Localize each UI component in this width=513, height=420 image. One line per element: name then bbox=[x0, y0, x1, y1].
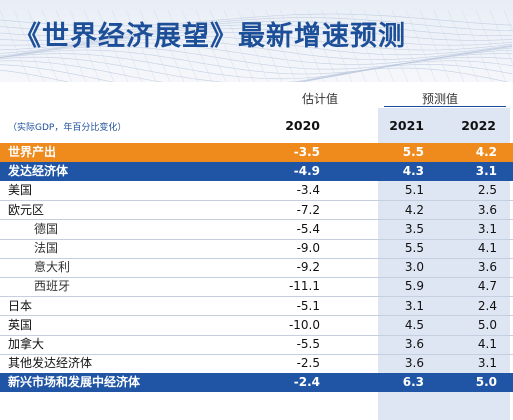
row-divider bbox=[0, 257, 513, 259]
value-2020: -9.0 bbox=[296, 241, 320, 255]
table-row: 法国 -9.0 5.5 4.1 bbox=[0, 239, 513, 258]
value-2020: -11.1 bbox=[288, 279, 320, 294]
year-2022-header: 2022 bbox=[461, 118, 496, 133]
value-2022: 3.1 bbox=[477, 356, 497, 371]
row-divider bbox=[0, 238, 513, 240]
value-2020: -10.0 bbox=[288, 317, 320, 332]
wave-mesh-background bbox=[0, 9, 513, 82]
row-label: 发达经济体 bbox=[8, 164, 69, 179]
value-2020: -5.1 bbox=[296, 298, 320, 313]
value-2021: 4.5 bbox=[404, 317, 424, 332]
value-2021: 5.1 bbox=[404, 183, 424, 198]
value-2020: -2.4 bbox=[293, 375, 320, 390]
value-2022: 2.5 bbox=[477, 183, 497, 198]
table-row: 日本 -5.1 3.1 2.4 bbox=[0, 297, 513, 316]
value-2022: 2.4 bbox=[477, 298, 497, 313]
value-2021: 5.5 bbox=[404, 241, 424, 255]
row-divider bbox=[0, 276, 513, 278]
year-2021-header: 2021 bbox=[389, 118, 424, 133]
table-row: 英国 -10.0 4.5 5.0 bbox=[0, 316, 513, 335]
row-label: 美国 bbox=[8, 183, 33, 198]
value-2022: 4.1 bbox=[477, 241, 497, 255]
row-divider bbox=[0, 315, 513, 317]
row-divider bbox=[0, 353, 513, 355]
value-2021: 3.0 bbox=[404, 260, 424, 275]
value-2022: 3.6 bbox=[477, 260, 497, 275]
value-2020: -3.4 bbox=[296, 183, 320, 198]
page-title: 《世界经济展望》最新增速预测 bbox=[14, 21, 406, 52]
value-2021: 3.6 bbox=[404, 337, 424, 351]
value-2020: -5.4 bbox=[296, 221, 320, 236]
title-banner: 《世界经济展望》最新增速预测 bbox=[0, 0, 513, 82]
table-row: 新兴市场和发展中经济体 -2.4 6.3 5.0 bbox=[0, 373, 513, 393]
value-2021: 5.9 bbox=[404, 279, 424, 294]
value-2021: 4.2 bbox=[404, 202, 424, 217]
value-2021: 4.3 bbox=[402, 164, 424, 179]
value-2022: 5.0 bbox=[477, 317, 497, 332]
value-2022: 3.1 bbox=[477, 221, 497, 236]
unit-note: （实际GDP，年百分比变化） bbox=[8, 123, 127, 133]
value-2021: 3.1 bbox=[404, 298, 424, 313]
value-2020: -2.5 bbox=[296, 356, 320, 371]
row-label: 其他发达经济体 bbox=[8, 356, 93, 371]
value-2022: 5.0 bbox=[475, 375, 497, 390]
value-2022: 3.1 bbox=[475, 164, 497, 179]
table-row: 意大利 -9.2 3.0 3.6 bbox=[0, 258, 513, 277]
estimate-header: 估计值 bbox=[302, 92, 339, 106]
row-label: 加拿大 bbox=[8, 337, 45, 351]
row-label: 西班牙 bbox=[34, 279, 71, 294]
table-row: 西班牙 -11.1 5.9 4.7 bbox=[0, 277, 513, 296]
value-2021: 3.5 bbox=[404, 221, 424, 236]
row-label: 德国 bbox=[34, 221, 59, 236]
row-divider bbox=[0, 200, 513, 202]
table-row: 美国 -3.4 5.1 2.5 bbox=[0, 181, 513, 200]
row-label: 欧元区 bbox=[8, 202, 45, 217]
value-2022: 4.7 bbox=[477, 279, 497, 294]
forecast-header: 预测值 bbox=[422, 92, 459, 106]
row-label: 英国 bbox=[8, 317, 33, 332]
row-label: 意大利 bbox=[34, 260, 71, 275]
forecast-header-rule bbox=[384, 106, 506, 107]
table-row: 加拿大 -5.5 3.6 4.1 bbox=[0, 335, 513, 354]
value-2020: -5.5 bbox=[296, 337, 320, 351]
row-divider bbox=[0, 334, 513, 336]
row-label: 世界产出 bbox=[8, 145, 57, 159]
row-label: 法国 bbox=[34, 241, 59, 255]
value-2021: 6.3 bbox=[402, 375, 424, 390]
value-2022: 3.6 bbox=[477, 202, 497, 217]
table-row: 其他发达经济体 -2.5 3.6 3.1 bbox=[0, 354, 513, 373]
value-2022: 4.2 bbox=[475, 145, 497, 159]
value-2020: -3.5 bbox=[293, 145, 320, 159]
table-row: 欧元区 -7.2 4.2 3.6 bbox=[0, 201, 513, 220]
value-2020: -4.9 bbox=[293, 164, 320, 179]
year-2020-header: 2020 bbox=[285, 118, 320, 133]
table-row: 德国 -5.4 3.5 3.1 bbox=[0, 220, 513, 239]
value-2022: 4.1 bbox=[477, 337, 497, 351]
table-row: 世界产出 -3.5 5.5 4.2 bbox=[0, 143, 513, 162]
value-2021: 5.5 bbox=[402, 145, 424, 159]
value-2020: -9.2 bbox=[296, 260, 320, 275]
value-2021: 3.6 bbox=[404, 356, 424, 371]
row-label: 新兴市场和发展中经济体 bbox=[8, 375, 141, 390]
value-2020: -7.2 bbox=[296, 202, 320, 217]
row-divider bbox=[0, 219, 513, 221]
table-row: 发达经济体 -4.9 4.3 3.1 bbox=[0, 162, 513, 182]
row-divider bbox=[0, 296, 513, 298]
row-label: 日本 bbox=[8, 298, 33, 313]
